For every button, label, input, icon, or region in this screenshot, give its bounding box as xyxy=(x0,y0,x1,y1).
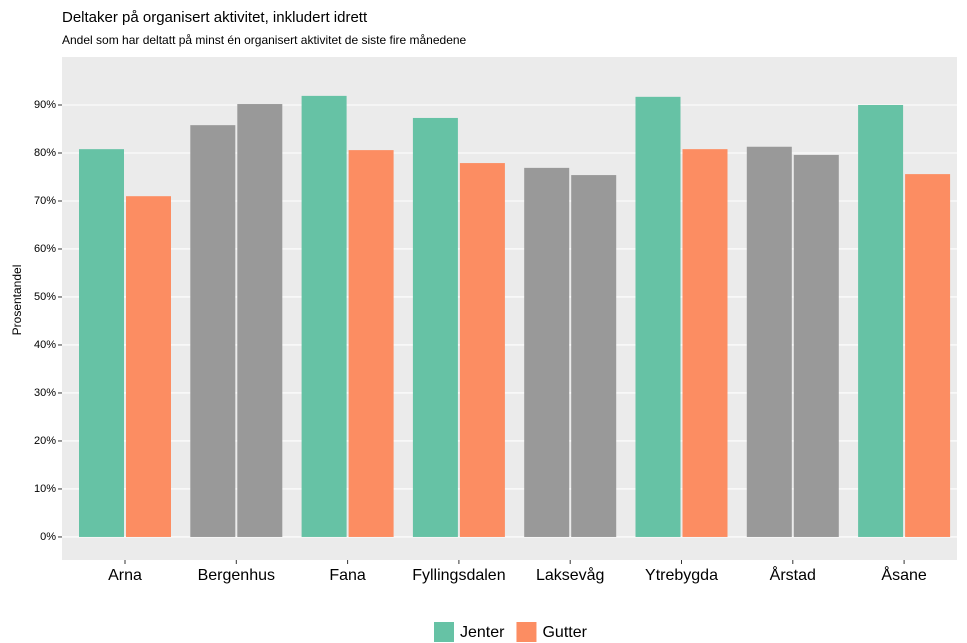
y-tick-label: 20% xyxy=(34,435,56,447)
legend-swatch xyxy=(516,622,537,642)
bar xyxy=(746,146,792,537)
x-tick-label: Fana xyxy=(329,567,366,584)
chart-title: Deltaker på organisert aktivitet, inklud… xyxy=(62,9,368,26)
x-tick-label: Fyllingsdalen xyxy=(412,567,505,584)
bar xyxy=(635,96,681,537)
y-tick-label: 90% xyxy=(34,99,56,111)
x-tick-label: Bergenhus xyxy=(198,567,275,584)
bar xyxy=(126,196,171,537)
x-tick-label: Arna xyxy=(108,567,142,584)
y-tick-label: 10% xyxy=(34,483,56,495)
bar xyxy=(348,150,394,537)
x-tick-label: Laksevåg xyxy=(536,566,605,584)
y-tick-label: 60% xyxy=(34,243,56,255)
x-tick-label: Ytrebygda xyxy=(645,567,718,584)
bar xyxy=(301,95,347,537)
bar xyxy=(412,117,458,537)
bar xyxy=(571,175,617,537)
y-tick-label: 80% xyxy=(34,147,56,159)
bar xyxy=(190,125,236,537)
x-tick-label: Åsane xyxy=(881,565,926,584)
bar xyxy=(858,104,904,537)
x-tick-label: Årstad xyxy=(770,565,816,584)
y-tick-label: 0% xyxy=(40,531,56,543)
y-tick-label: 40% xyxy=(34,339,56,351)
chart-subtitle: Andel som har deltatt på minst én organi… xyxy=(62,33,467,47)
bar xyxy=(79,149,124,537)
bar xyxy=(524,167,570,537)
y-tick-label: 50% xyxy=(34,291,56,303)
y-tick-label: 30% xyxy=(34,387,56,399)
legend-swatch xyxy=(434,622,454,642)
bar xyxy=(459,163,505,537)
legend-label: Jenter xyxy=(460,624,505,641)
bar xyxy=(682,149,728,537)
legend-label: Gutter xyxy=(542,624,587,641)
bar xyxy=(793,154,839,537)
bar xyxy=(237,104,283,537)
bar xyxy=(905,174,951,537)
y-tick-label: 70% xyxy=(34,195,56,207)
y-axis-title: Prosentandel xyxy=(10,265,24,336)
